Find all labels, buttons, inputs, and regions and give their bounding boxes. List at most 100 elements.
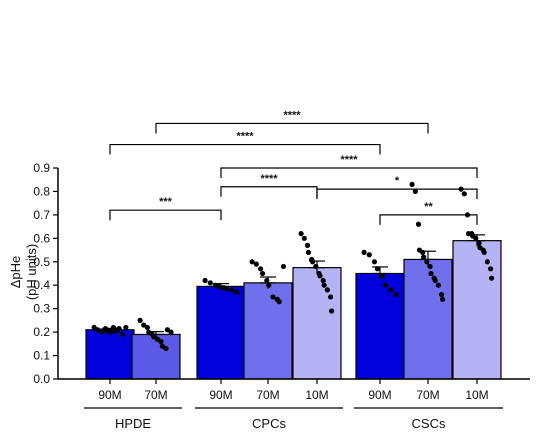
y-tick-label: 0.5: [33, 255, 50, 269]
bar: [292, 267, 342, 380]
y-axis: 0.0 0.1 0.2 0.3 0.4 0.5 0.6 0.7 0.8 0.9: [33, 161, 59, 386]
data-point: [257, 266, 264, 272]
data-point: [99, 329, 105, 335]
data-point: [421, 254, 427, 260]
data-point: [253, 261, 259, 267]
significance-brackets: ******************* ***: [109, 109, 478, 225]
data-point: [270, 294, 276, 300]
data-point: [379, 273, 386, 279]
data-point: [107, 329, 113, 335]
data-point: [259, 270, 266, 277]
y-axis-title-line2: (pH units): [24, 244, 39, 300]
x-tick-label: 90M: [209, 388, 232, 402]
data-point: [382, 282, 389, 288]
data-point: [361, 249, 367, 255]
y-tick-label: 0.3: [33, 302, 50, 316]
significance-label: ***: [159, 196, 173, 208]
data-point: [137, 317, 143, 323]
x-axis: 90M 70M 90M 70M 10M 90M 70M 10M: [58, 378, 530, 402]
y-tick-label: 0.9: [33, 161, 50, 175]
y-tick-label: 0.2: [33, 325, 50, 339]
data-point: [327, 294, 334, 300]
bar: [403, 258, 453, 380]
y-tick-label: 0.7: [33, 208, 50, 222]
data-point: [116, 325, 122, 332]
significance-bracket: [155, 122, 429, 134]
x-tick-label: 70M: [256, 388, 279, 402]
data-point: [424, 259, 430, 265]
significance-label: *: [395, 175, 400, 187]
x-tick-label: 70M: [144, 388, 167, 402]
data-point: [324, 287, 330, 293]
data-point: [484, 259, 490, 265]
points-layer: [91, 181, 495, 352]
x-tick-label: 90M: [368, 388, 391, 402]
data-point: [223, 286, 230, 292]
x-tick-label: 10M: [305, 388, 328, 402]
data-point: [298, 231, 304, 237]
data-point: [168, 329, 174, 335]
significance-bracket: [220, 186, 318, 197]
data-point: [415, 221, 422, 227]
data-point: [301, 235, 307, 241]
y-tick-label: 0.6: [33, 231, 50, 245]
significance-bracket: [220, 167, 478, 178]
data-point: [388, 287, 394, 293]
x-tick-label: 70M: [416, 388, 439, 402]
data-point: [266, 282, 272, 288]
data-point: [123, 324, 129, 331]
data-point: [215, 283, 222, 289]
data-point: [393, 292, 399, 298]
significance-bracket: [109, 143, 381, 155]
bar: [355, 272, 405, 380]
group-labels: HPDE CPCs CSCs: [84, 407, 503, 431]
significance-bracket: [379, 214, 478, 225]
group-label: CPCs: [252, 416, 286, 431]
data-point: [409, 181, 415, 188]
bar: [85, 329, 135, 380]
data-point: [317, 273, 323, 279]
significance-bracket: [109, 209, 222, 221]
significance-label: **: [424, 201, 433, 213]
data-point: [420, 249, 426, 255]
data-point: [439, 296, 446, 302]
data-point: [313, 263, 319, 270]
data-point: [473, 235, 479, 241]
bar: [243, 282, 293, 380]
data-point: [428, 270, 434, 277]
bar: [196, 285, 246, 380]
data-point: [276, 299, 282, 305]
data-point: [144, 324, 150, 331]
x-tick-label: 10M: [465, 388, 488, 402]
data-point: [119, 331, 126, 338]
group-label: CSCs: [412, 416, 446, 431]
data-point: [305, 249, 312, 255]
data-point: [461, 191, 467, 197]
data-point: [321, 282, 327, 288]
data-point: [427, 263, 433, 270]
y-tick-label: 0.1: [33, 349, 50, 363]
data-point: [163, 345, 169, 352]
bar: [452, 240, 502, 380]
data-point: [435, 282, 441, 288]
data-point: [264, 277, 270, 284]
x-tick-label: 90M: [98, 388, 121, 402]
data-point: [280, 263, 287, 270]
data-point: [207, 280, 213, 286]
y-tick-label: 0.0: [33, 372, 50, 386]
data-point: [158, 338, 164, 345]
significance-label: ****: [236, 131, 254, 143]
data-point: [412, 188, 418, 195]
data-point: [320, 277, 326, 284]
data-point: [304, 242, 311, 248]
significance-label: ****: [283, 109, 301, 121]
data-point: [328, 308, 335, 314]
data-point: [476, 240, 482, 246]
y-axis-title-line1: ΔpHe: [8, 256, 23, 289]
data-point: [432, 277, 438, 284]
data-point: [234, 289, 240, 295]
significance-bracket: [316, 188, 478, 200]
data-point: [374, 266, 381, 272]
data-point: [371, 259, 378, 265]
